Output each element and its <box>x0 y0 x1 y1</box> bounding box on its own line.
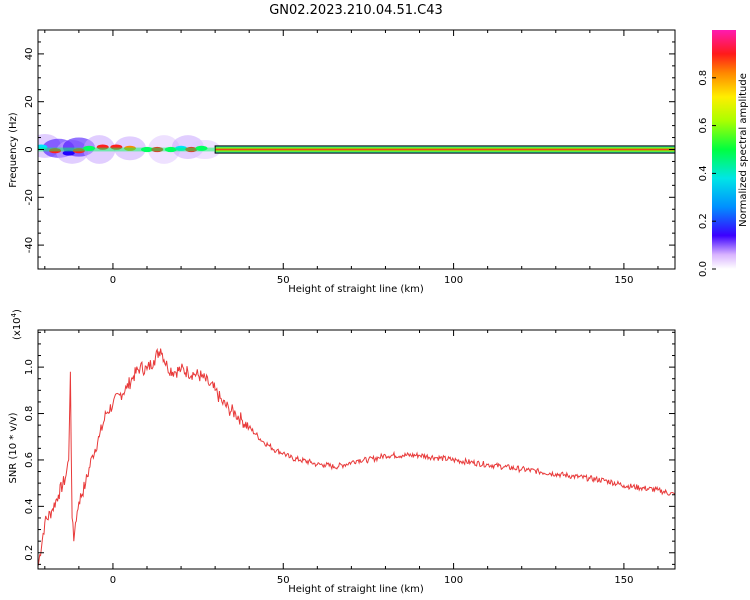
chart-title: GN02.2023.210.04.51.C43 <box>269 3 443 18</box>
snr-x-ticks: 0 50 100 150 <box>44 330 659 586</box>
spectrogram-y-axis-label: Frequency (Hz) <box>8 112 19 188</box>
y-tick-label: 0.2 <box>24 545 35 561</box>
x-tick-label: 100 <box>444 575 463 586</box>
y-tick-label: -20 <box>24 189 35 205</box>
y-tick-label: 1.0 <box>24 359 35 375</box>
x-tick-label: 0 <box>110 575 116 586</box>
snr-multiplier: (x104) <box>10 309 23 340</box>
svg-text:(x104): (x104) <box>10 309 23 340</box>
colorbar-tick-label: 0.0 <box>698 261 709 277</box>
spectrogram-heatmap <box>38 133 675 164</box>
spectrogram-x-axis-label: Height of straight line (km) <box>288 284 424 295</box>
spectrogram-early-band <box>38 147 216 152</box>
spectrogram-core <box>62 150 75 156</box>
y-tick-label: 0 <box>24 146 35 152</box>
y-tick-label: 20 <box>24 95 35 108</box>
colorbar-tick-label: 0.4 <box>698 165 709 181</box>
colorbar: 0.0 0.2 0.4 0.6 0.8 Normalized spectral ampl… <box>698 30 749 277</box>
x-tick-label: 0 <box>110 275 116 286</box>
colorbar-label: Normalized spectral amplitude <box>738 73 749 227</box>
y-tick-label: 0.8 <box>24 406 35 422</box>
colorbar-gradient <box>712 30 736 269</box>
y-tick-label: 0.4 <box>24 498 35 514</box>
y-tick-label: 0.6 <box>24 452 35 468</box>
x-tick-label: 50 <box>277 575 290 586</box>
spectrogram-x-ticks: 0 50 100 150 <box>44 30 659 286</box>
spectrogram-panel: 0 50 100 150 40 20 0 -20 -40 Height of straight… <box>8 29 676 295</box>
colorbar-tick-label: 0.2 <box>698 213 709 229</box>
multiplier-base: (x10 <box>12 317 23 340</box>
snr-frame <box>37 329 676 570</box>
colorbar-ticks: 0.0 0.2 0.4 0.6 0.8 <box>698 70 716 277</box>
snr-y-ticks: 0.2 0.4 0.6 0.8 1.0 <box>24 331 675 565</box>
colorbar-tick-label: 0.8 <box>698 70 709 86</box>
snr-x-axis-label: Height of straight line (km) <box>288 584 424 595</box>
spectrogram-band <box>215 145 675 154</box>
spectrogram-y-ticks: 40 20 0 -20 -40 <box>24 29 675 270</box>
multiplier-close: ) <box>12 309 23 313</box>
y-tick-label: 40 <box>24 48 35 61</box>
x-tick-label: 50 <box>277 275 290 286</box>
x-tick-label: 150 <box>614 275 633 286</box>
snr-y-axis-label: SNR (10 * v/v) <box>8 412 19 483</box>
multiplier-exponent: 4 <box>10 312 18 317</box>
snr-series-line <box>38 347 675 567</box>
x-tick-label: 150 <box>614 575 633 586</box>
x-tick-label: 100 <box>444 275 463 286</box>
y-tick-label: -40 <box>24 237 35 253</box>
snr-panel: 0 50 100 150 0.2 0.4 0.6 0.8 1.0 Height of stra… <box>8 309 676 595</box>
colorbar-tick-label: 0.6 <box>698 118 709 134</box>
